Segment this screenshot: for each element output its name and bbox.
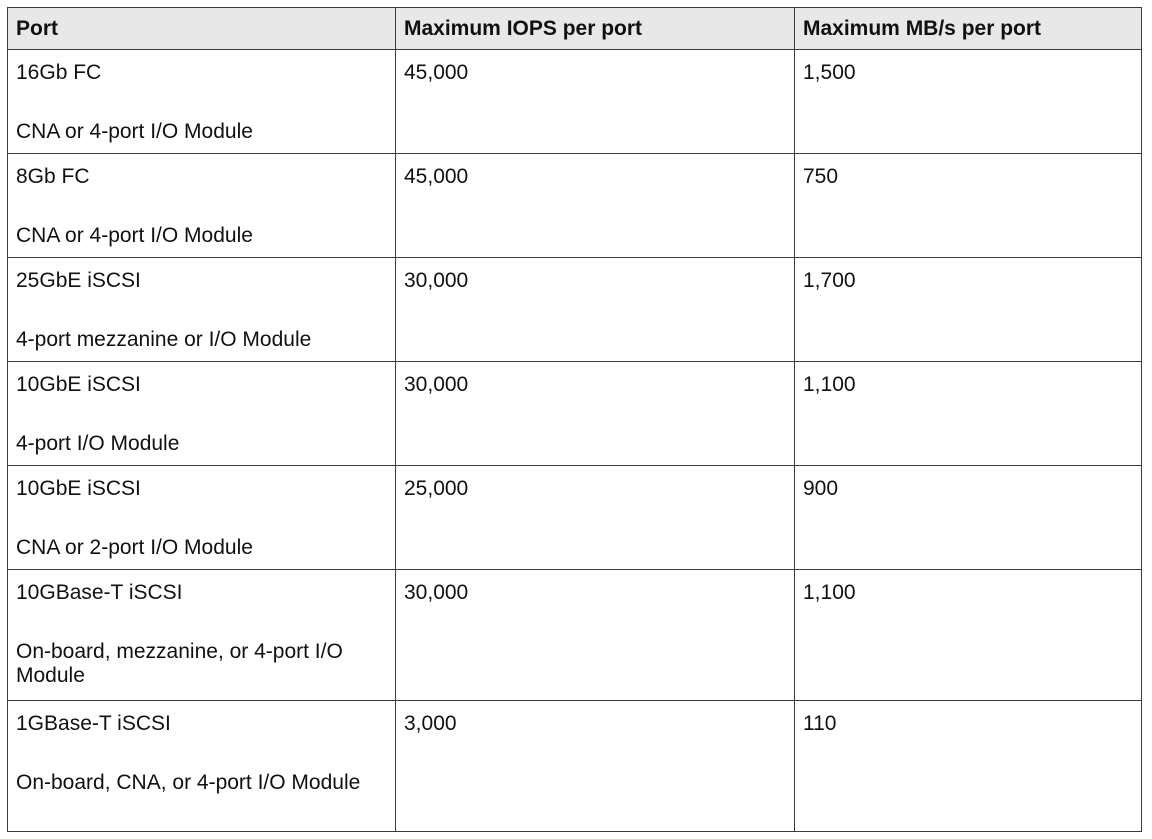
port-name: 10GBase-T iSCSI xyxy=(16,581,183,604)
port-description: CNA or 2-port I/O Module xyxy=(16,536,253,559)
mbs-cell: 900 xyxy=(794,465,1142,570)
port-description: 4-port I/O Module xyxy=(16,432,180,455)
port-description: On-board, mezzanine, or 4-port I/O Modul… xyxy=(16,640,343,687)
iops-cell: 25,000 xyxy=(395,465,795,570)
port-description: 4-port mezzanine or I/O Module xyxy=(16,328,312,351)
header-max-iops: Maximum IOPS per port xyxy=(395,7,795,50)
port-name: 8Gb FC xyxy=(16,165,90,188)
port-name: 16Gb FC xyxy=(16,61,102,84)
table-row: 25GbE iSCSI 4-port mezzanine or I/O Modu… xyxy=(7,257,1142,362)
mbs-cell: 1,500 xyxy=(794,49,1142,154)
iops-cell: 30,000 xyxy=(395,361,795,466)
table-row: 8Gb FC CNA or 4-port I/O Module 45,000 7… xyxy=(7,153,1142,258)
table-row: 10GbE iSCSI 4-port I/O Module 30,000 1,1… xyxy=(7,361,1142,466)
port-cell: 25GbE iSCSI 4-port mezzanine or I/O Modu… xyxy=(7,257,396,362)
port-description: CNA or 4-port I/O Module xyxy=(16,120,253,143)
mbs-cell: 1,100 xyxy=(794,569,1142,701)
table-row: 10GBase-T iSCSI On-board, mezzanine, or … xyxy=(7,569,1142,701)
iops-cell: 30,000 xyxy=(395,257,795,362)
table-header-row: Port Maximum IOPS per port Maximum MB/s … xyxy=(7,7,1142,50)
port-name: 1GBase-T iSCSI xyxy=(16,712,171,735)
mbs-cell: 750 xyxy=(794,153,1142,258)
iops-cell: 3,000 xyxy=(395,700,795,832)
port-name: 25GbE iSCSI xyxy=(16,269,141,292)
port-name: 10GbE iSCSI xyxy=(16,373,141,396)
port-cell: 8Gb FC CNA or 4-port I/O Module xyxy=(7,153,396,258)
mbs-cell: 1,700 xyxy=(794,257,1142,362)
iops-cell: 30,000 xyxy=(395,569,795,701)
port-cell: 10GbE iSCSI CNA or 2-port I/O Module xyxy=(7,465,396,570)
table-row: 10GbE iSCSI CNA or 2-port I/O Module 25,… xyxy=(7,465,1142,570)
header-port: Port xyxy=(7,7,396,50)
port-performance-table: Port Maximum IOPS per port Maximum MB/s … xyxy=(7,7,1142,832)
port-cell: 10GbE iSCSI 4-port I/O Module xyxy=(7,361,396,466)
iops-cell: 45,000 xyxy=(395,49,795,154)
port-description: CNA or 4-port I/O Module xyxy=(16,224,253,247)
mbs-cell: 110 xyxy=(794,700,1142,832)
table-row: 16Gb FC CNA or 4-port I/O Module 45,000 … xyxy=(7,49,1142,154)
port-cell: 10GBase-T iSCSI On-board, mezzanine, or … xyxy=(7,569,396,701)
iops-cell: 45,000 xyxy=(395,153,795,258)
port-description: On-board, CNA, or 4-port I/O Module xyxy=(16,771,361,794)
table-row: 1GBase-T iSCSI On-board, CNA, or 4-port … xyxy=(7,700,1142,832)
header-max-mbs: Maximum MB/s per port xyxy=(794,7,1142,50)
port-cell: 16Gb FC CNA or 4-port I/O Module xyxy=(7,49,396,154)
port-name: 10GbE iSCSI xyxy=(16,477,141,500)
mbs-cell: 1,100 xyxy=(794,361,1142,466)
port-cell: 1GBase-T iSCSI On-board, CNA, or 4-port … xyxy=(7,700,396,832)
